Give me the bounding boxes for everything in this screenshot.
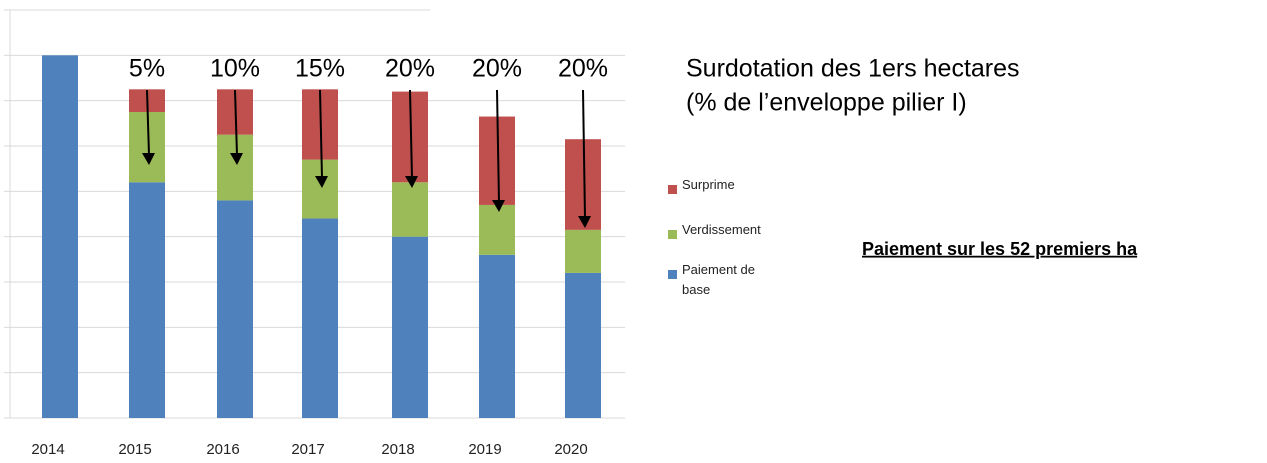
bar-segment [565, 229, 601, 273]
bar-segment [392, 236, 428, 418]
legend-swatch [668, 270, 677, 279]
x-tick-label: 2016 [206, 441, 239, 458]
legend-swatch [668, 185, 677, 194]
arrow [234, 89, 238, 156]
bar-segment [302, 218, 338, 418]
bar-segment [392, 182, 428, 237]
bar-segment [565, 139, 601, 230]
bar-segment [479, 204, 515, 255]
legend-label: Paiement de base [682, 262, 755, 297]
bar-segment [42, 55, 78, 418]
bar-segment [129, 182, 165, 418]
bar-segment [565, 272, 601, 418]
bar-segment [302, 159, 338, 219]
annotation: 20% [385, 55, 435, 83]
arrow-head [492, 200, 505, 212]
arrow-head [578, 216, 591, 228]
annotation: 20% [472, 55, 522, 83]
arrow-head [315, 176, 328, 188]
legend-label: Surprime [682, 177, 735, 192]
x-tick-label: 2014 [31, 441, 64, 458]
bar-segment [217, 200, 253, 418]
x-tick-label: 2019 [468, 441, 501, 458]
x-tick-label: 2017 [291, 441, 324, 458]
annotation: 15% [295, 55, 345, 83]
annotation: 10% [210, 55, 260, 83]
arrow-head [405, 176, 418, 188]
arrow-head [142, 153, 155, 165]
bar-segment [479, 254, 515, 418]
chart-title: Surdotation des 1ers hectares [686, 55, 1020, 83]
arrow [582, 89, 586, 219]
legend-label: Verdissement [682, 222, 761, 237]
arrow [496, 89, 500, 203]
x-tick-label: 2018 [381, 441, 414, 458]
arrow [146, 89, 150, 156]
legend-swatch [668, 230, 677, 239]
bar-segment [217, 134, 253, 201]
note: Paiement sur les 52 premiers ha [862, 239, 1138, 259]
arrow [409, 89, 413, 179]
x-tick-label: 2015 [118, 441, 151, 458]
arrow [319, 89, 323, 179]
annotation: 5% [129, 55, 165, 83]
x-tick-label: 2020 [554, 441, 587, 458]
bar-segment [129, 112, 165, 183]
arrow-head [230, 153, 243, 165]
chart-subtitle: (% de l’enveloppe pilier I) [686, 89, 967, 117]
annotation: 20% [558, 55, 608, 83]
